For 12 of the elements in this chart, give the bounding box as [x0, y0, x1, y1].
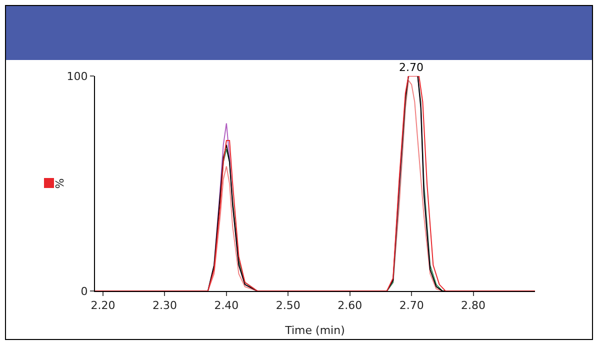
- annotation: 2.70: [399, 61, 424, 74]
- x-tick-label: 2.40: [214, 299, 239, 312]
- y-axis-title: %: [53, 178, 66, 189]
- y-tick-label: 100: [66, 70, 88, 83]
- x-axis-title: Time (min): [284, 324, 345, 337]
- x-tick-label: 2.50: [276, 299, 300, 312]
- x-tick-label: 2.70: [399, 299, 424, 312]
- x-tick-label: 2.20: [90, 299, 116, 312]
- y-tick-label: 0: [80, 284, 88, 298]
- x-tick-label: 2.80: [461, 299, 486, 312]
- x-tick-label: 2.30: [152, 299, 177, 312]
- x-tick-label: 2.60: [338, 299, 362, 312]
